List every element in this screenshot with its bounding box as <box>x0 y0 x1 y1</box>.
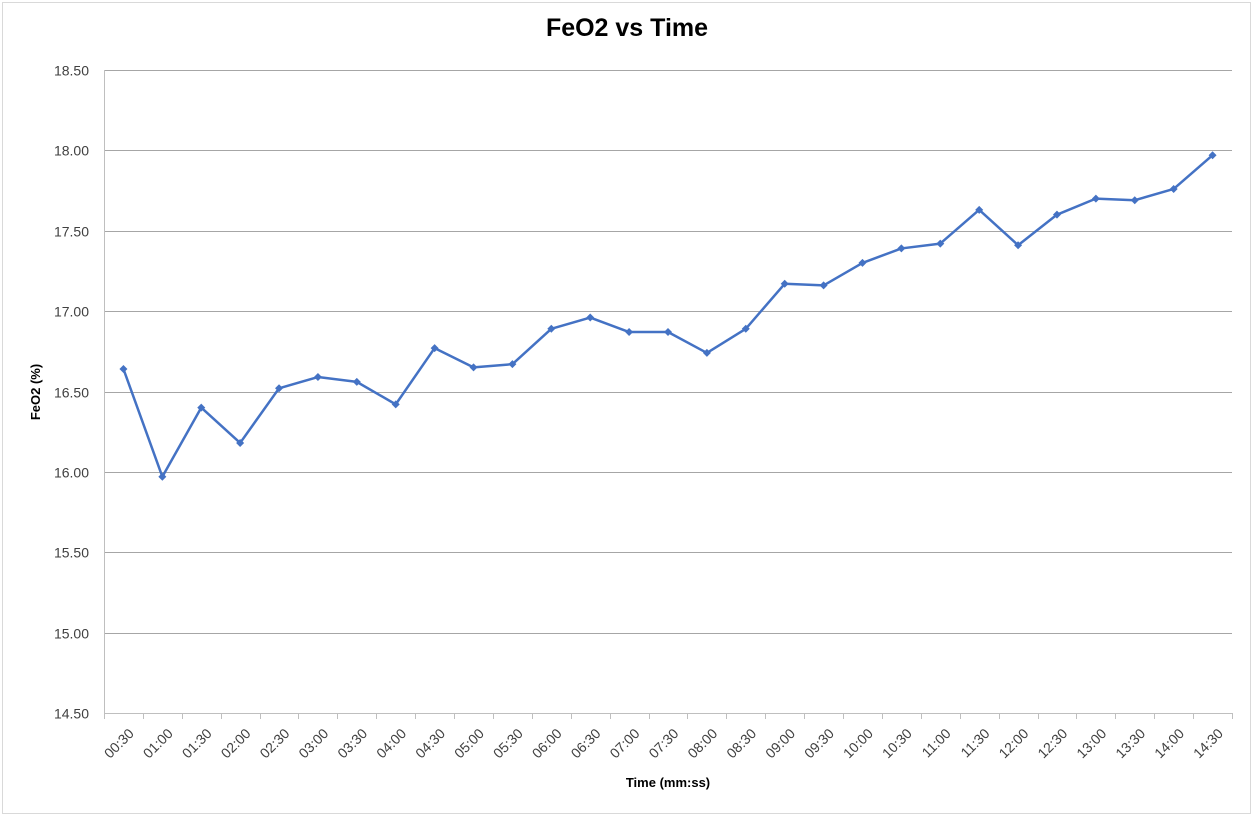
x-tick-label: 06:00 <box>529 725 565 761</box>
x-axis-title: Time (mm:ss) <box>626 775 710 790</box>
x-tick-label: 10:30 <box>879 725 915 761</box>
x-tick-label: 01:00 <box>140 725 176 761</box>
x-tick-label: 00:30 <box>101 725 137 761</box>
x-tick-labels: 00:30 01:00 01:30 02:00 02:30 03:00 03:30 04:00… <box>101 725 1226 761</box>
x-tick-label: 03:30 <box>334 725 370 761</box>
x-tick-label: 12:00 <box>995 725 1031 761</box>
data-point <box>1130 196 1139 205</box>
gridlines <box>104 70 1232 634</box>
x-tick-label: 11:30 <box>957 725 993 761</box>
data-point <box>664 328 672 337</box>
data-point <box>1208 151 1217 160</box>
data-point <box>197 403 206 412</box>
data-point <box>236 438 245 447</box>
x-tick-label: 09:30 <box>801 725 837 761</box>
x-tick-label: 11:00 <box>918 725 954 761</box>
data-point <box>586 313 595 322</box>
x-tick-label: 13:00 <box>1073 725 1109 761</box>
data-point <box>975 205 984 214</box>
data-point <box>275 384 284 393</box>
y-tick-label: 18.50 <box>54 63 89 79</box>
x-tick-label: 02:00 <box>218 725 254 761</box>
x-tick-label: 07:00 <box>606 725 642 761</box>
y-tick-label: 17.50 <box>54 224 89 240</box>
y-tick-labels: 14.50 15.00 15.50 16.00 16.50 17.00 17.50 18.00… <box>54 63 89 722</box>
x-tick-label: 08:30 <box>723 725 759 761</box>
data-point <box>158 472 167 481</box>
data-point <box>547 324 556 333</box>
y-tick-label: 16.50 <box>54 385 89 401</box>
x-tick-label: 02:30 <box>256 725 292 761</box>
data-point <box>780 279 789 288</box>
x-tick-label: 14:30 <box>1190 725 1226 761</box>
data-point <box>702 348 711 357</box>
x-tick-label: 03:00 <box>295 725 331 761</box>
data-point <box>819 281 828 290</box>
y-tick-label: 15.50 <box>54 545 89 561</box>
data-point <box>1052 210 1061 219</box>
axes <box>104 70 1233 719</box>
y-tick-label: 16.00 <box>54 465 89 481</box>
x-tick-label: 05:00 <box>451 725 487 761</box>
series-markers <box>119 151 1217 481</box>
x-tick-label: 06:30 <box>568 725 604 761</box>
data-point <box>858 258 867 267</box>
data-point <box>119 364 128 373</box>
y-tick-label: 14.50 <box>54 706 89 722</box>
data-point <box>1169 184 1178 193</box>
x-tick-label: 01:30 <box>179 725 215 761</box>
data-point <box>469 363 478 372</box>
series-polyline <box>122 154 1214 478</box>
data-point <box>897 244 906 253</box>
y-tick-label: 18.00 <box>54 143 89 159</box>
y-tick-label: 17.00 <box>54 304 89 320</box>
x-tick-label: 08:00 <box>684 725 720 761</box>
x-tick-label: 05:30 <box>490 725 526 761</box>
data-point <box>1091 194 1100 203</box>
data-point <box>625 328 634 337</box>
x-tick-label: 04:00 <box>373 725 409 761</box>
x-tick-label: 13:30 <box>1112 725 1148 761</box>
data-point <box>508 360 517 369</box>
data-point <box>1014 241 1023 250</box>
x-tick-label: 10:00 <box>840 725 876 761</box>
x-tick-label: 12:30 <box>1034 725 1070 761</box>
data-point <box>936 239 945 248</box>
x-tick-label: 04:30 <box>412 725 448 761</box>
x-tick-label: 14:00 <box>1151 725 1187 761</box>
y-axis-title: FeO2 (%) <box>28 364 43 420</box>
x-tick-label: 07:30 <box>645 725 681 761</box>
data-point <box>741 324 750 333</box>
x-tick-label: 09:00 <box>762 725 798 761</box>
data-point <box>391 400 400 409</box>
data-point <box>313 373 322 382</box>
data-point <box>430 344 439 353</box>
chart-title: FeO2 vs Time <box>545 14 709 42</box>
series-line <box>122 154 1214 478</box>
data-point <box>352 377 361 386</box>
y-tick-label: 15.00 <box>54 626 89 642</box>
